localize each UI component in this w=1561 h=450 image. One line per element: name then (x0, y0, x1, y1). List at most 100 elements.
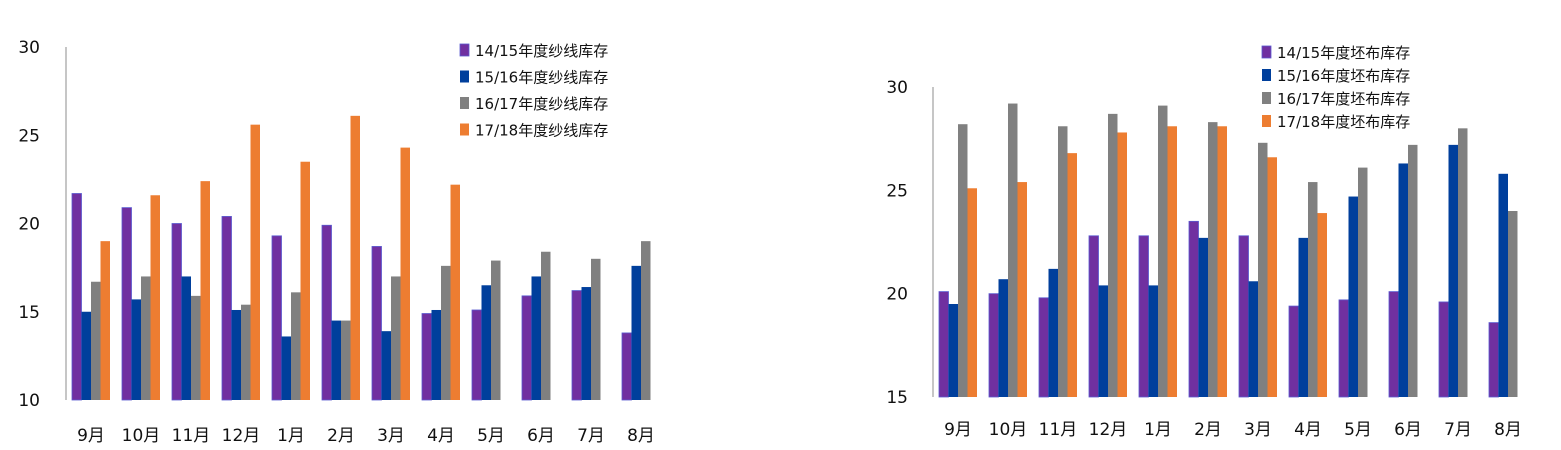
greige-bar (1408, 144, 1418, 397)
yarn-bar (331, 320, 341, 400)
greige-y-tick-label: 30 (886, 78, 908, 98)
greige-bar (1067, 153, 1077, 397)
greige-legend-label: 14/15年度坯布库存 (1277, 44, 1410, 62)
greige-x-tick-label: 6月 (1394, 420, 1422, 440)
yarn-bar (81, 311, 91, 400)
yarn-bar (391, 276, 401, 400)
yarn-bar (491, 260, 501, 400)
greige-x-tick-label: 4月 (1294, 420, 1322, 440)
yarn-bar (321, 224, 332, 401)
yarn-legend-swatch (460, 123, 469, 136)
greige-x-tick-label: 8月 (1494, 420, 1522, 440)
greige-x-tick-label: 5月 (1344, 420, 1372, 440)
greige-bar (1388, 291, 1399, 398)
greige-bar (1338, 299, 1349, 398)
greige-bar (1298, 237, 1308, 397)
yarn-bar (431, 309, 441, 400)
greige-bar (1217, 126, 1227, 398)
yarn-bar (591, 258, 601, 400)
yarn-bar (541, 251, 551, 400)
yarn-x-tick-label: 12月 (222, 426, 261, 446)
greige-bar (1098, 285, 1108, 397)
yarn-x-tick-label: 7月 (577, 426, 605, 446)
yarn-legend-swatch (460, 70, 469, 83)
yarn-legend-label: 16/17年度纱线库存 (475, 95, 608, 113)
yarn-y-tick-label: 30 (18, 38, 40, 58)
yarn-bar (341, 320, 351, 400)
greige-bar (1488, 322, 1499, 398)
yarn-bar (141, 276, 151, 400)
greige-bar (1138, 235, 1149, 398)
greige-bar (938, 291, 949, 398)
yarn-bar (271, 235, 282, 401)
yarn-x-tick-label: 11月 (172, 426, 211, 446)
greige-x-tick-label: 7月 (1444, 420, 1472, 440)
greige-legend-label: 16/17年度坯布库存 (1277, 90, 1410, 108)
yarn-x-tick-label: 4月 (427, 426, 455, 446)
yarn-x-tick-label: 10月 (122, 426, 161, 446)
yarn-bar (250, 124, 260, 400)
greige-legend-label: 17/18年度坯布库存 (1277, 113, 1410, 131)
yarn-bar (450, 184, 460, 400)
greige-bar (967, 188, 977, 397)
yarn-bar (131, 299, 141, 400)
greige-bar (958, 124, 968, 397)
yarn-bar (91, 281, 101, 400)
yarn-bar (531, 276, 541, 400)
greige-bar (1348, 196, 1358, 397)
greige-legend-swatch (1261, 45, 1272, 59)
greige-bar (1317, 213, 1327, 397)
yarn-y-tick-label: 15 (18, 303, 40, 323)
yarn-bar (481, 285, 491, 400)
greige-bar (1048, 268, 1058, 397)
greige-bar (1158, 105, 1168, 397)
greige-bar (1308, 182, 1318, 397)
greige-x-tick-label: 3月 (1244, 420, 1272, 440)
yarn-bar (291, 292, 301, 400)
greige-bar (1238, 235, 1249, 398)
yarn-x-tick-label: 6月 (527, 426, 555, 446)
greige-legend-swatch (1262, 69, 1271, 81)
yarn-bar (441, 265, 451, 400)
yarn-bar (191, 295, 201, 400)
greige-x-tick-label: 10月 (989, 420, 1028, 440)
yarn-bar (71, 193, 82, 401)
greige-bar (1358, 167, 1368, 397)
yarn-bar (150, 195, 160, 400)
greige-bar (1148, 285, 1158, 397)
yarn-legend-label: 17/18年度纱线库存 (475, 122, 608, 140)
greige-bar (988, 293, 999, 398)
yarn-legend-label: 15/16年度纱线库存 (475, 69, 608, 87)
greige-bar (1017, 182, 1027, 397)
yarn-inventory-chart: 10 15 20 25 30 9月 10月 11月 12月 1月 2月 3月 4月 5月 6月 7月 8月 14/… (18, 38, 655, 446)
yarn-bar (381, 331, 391, 400)
greige-bar (1458, 128, 1468, 398)
yarn-y-tick-label: 10 (18, 391, 40, 411)
greige-bar (1198, 237, 1208, 397)
yarn-bar (281, 336, 291, 400)
yarn-bar (100, 241, 110, 400)
greige-bar (1208, 122, 1218, 397)
yarn-bar (231, 309, 241, 400)
yarn-bar (641, 241, 651, 400)
greige-bar (1088, 235, 1099, 398)
greige-bar (1188, 220, 1199, 398)
greige-legend-swatch (1262, 92, 1271, 104)
greige-bar (1498, 173, 1508, 397)
greige-y-tick-label: 20 (886, 285, 908, 305)
greige-x-tick-label: 1月 (1144, 420, 1172, 440)
greige-x-tick-label: 11月 (1039, 420, 1078, 440)
yarn-legend-swatch (459, 43, 470, 57)
yarn-x-tick-label: 3月 (377, 426, 405, 446)
greige-x-tick-label: 2月 (1194, 420, 1222, 440)
yarn-bar (631, 265, 641, 400)
greige-bar (1398, 163, 1408, 397)
greige-x-tick-label: 9月 (944, 420, 972, 440)
yarn-x-tick-label: 2月 (327, 426, 355, 446)
greige-legend-label: 15/16年度坯布库存 (1277, 67, 1410, 85)
yarn-bar (200, 181, 210, 400)
yarn-bar (350, 115, 360, 401)
greige-x-tick-label: 12月 (1089, 420, 1128, 440)
